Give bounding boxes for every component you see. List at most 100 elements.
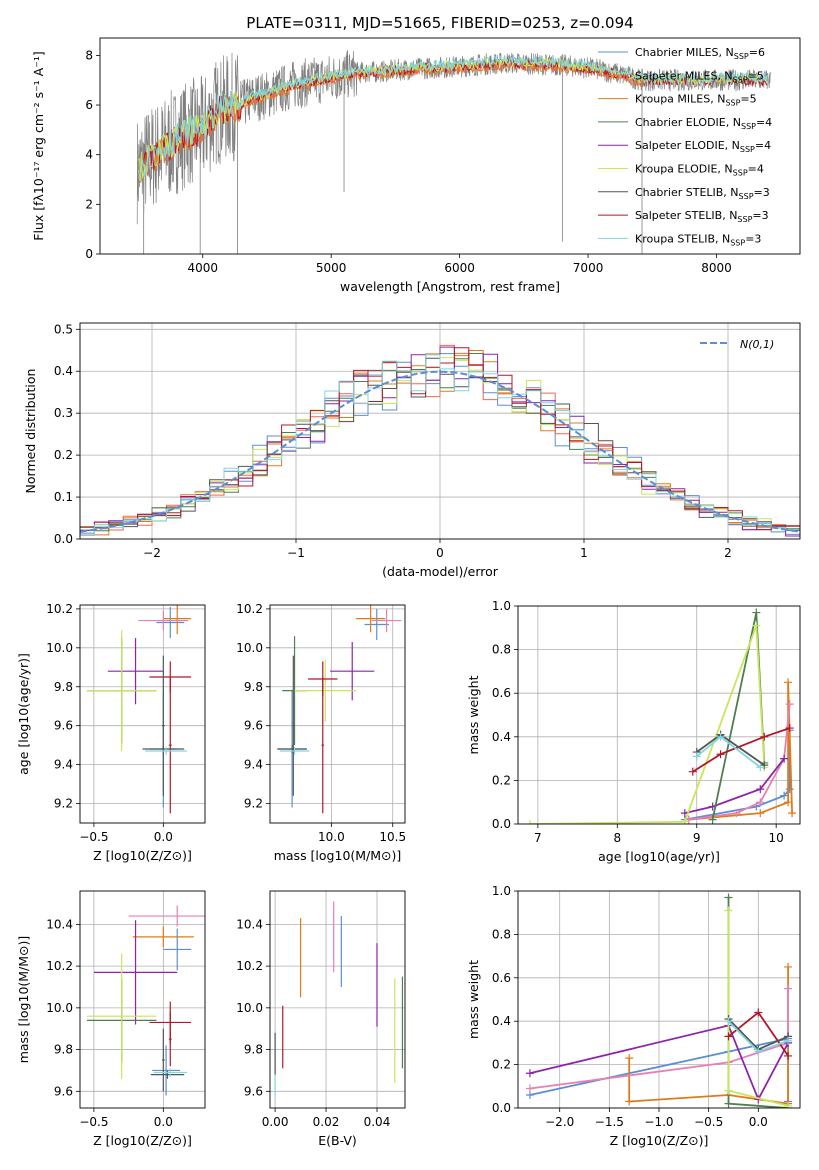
weight_vs_age-point-marker <box>785 724 794 733</box>
mass_vs_Z-ytick-label: 9.6 <box>54 1084 73 1098</box>
weight_vs_age-series-line <box>688 704 791 821</box>
weight_vs_age-point-marker <box>785 785 794 794</box>
legend-text: Salpeter ELODIE, N <box>635 139 740 152</box>
weight_vs_Z-series-line <box>529 1024 789 1102</box>
weight_vs_age-xtick-label: 8 <box>613 831 621 845</box>
weight_vs_age-point-marker <box>785 700 794 709</box>
age_vs_mass-xlabel: mass [log10(M/M⊙)] <box>274 848 402 863</box>
spectrum-ytick-label: 2 <box>85 197 93 211</box>
weight_vs_age-plot-area <box>518 606 800 824</box>
residuals-ytick-label: 0.1 <box>54 490 73 504</box>
weight_vs_age-ytick-label: 0.6 <box>492 686 511 700</box>
weight_vs_Z-point-marker <box>784 984 793 993</box>
weight_vs_age-frame <box>517 605 801 825</box>
mass_vs_ebv-frame <box>269 890 406 1109</box>
spectrum-xtick-label: 5000 <box>316 261 347 275</box>
mass_vs_Z-ytick-label: 10.2 <box>46 959 73 973</box>
weight_vs_Z-point-marker <box>754 1008 763 1017</box>
mass_vs_ebv-xtick-label: 0.04 <box>364 1115 391 1129</box>
legend-sub: SSP <box>737 215 752 224</box>
weight_vs_age-point-marker <box>688 767 697 776</box>
mass_vs_ebv-ytick-label: 9.8 <box>244 1043 263 1057</box>
age_vs_mass-xtick-label: 10.5 <box>379 830 406 844</box>
weight_vs_Z-xtick-label: −0.5 <box>694 1115 723 1129</box>
legend-text: Chabrier MILES, N <box>635 46 734 59</box>
legend-sub: SSP <box>741 122 756 131</box>
weight_vs_age-point-marker <box>708 815 717 824</box>
spectrum-xtick-label: 4000 <box>187 261 218 275</box>
legend-entry: Kroupa MILES, NSSP=5 <box>635 93 757 108</box>
mass_vs_ebv-ytick-label: 10.2 <box>236 959 263 973</box>
spectrum-plot-area <box>136 49 771 254</box>
mass_vs_ebv-ytick-label: 10.0 <box>236 1001 263 1015</box>
figure-title: PLATE=0311, MJD=51665, FIBERID=0253, z=0… <box>246 14 633 32</box>
residuals-plot-area <box>80 323 800 539</box>
weight_vs_age-point-marker <box>788 809 797 818</box>
mass_vs_ebv-xtick-label: 0.02 <box>313 1115 340 1129</box>
weight_vs_Z-point-marker <box>724 1086 733 1095</box>
weight_vs_Z-frame <box>517 890 801 1109</box>
weight_vs_Z-ylabel: mass weight <box>466 960 481 1039</box>
weight_vs_age-point-marker <box>756 763 765 772</box>
age_vs_mass-xtick-label: 10.0 <box>318 830 345 844</box>
gaussian-legend-label: N(0,1) <box>740 338 774 351</box>
weight_vs_age-series-line <box>529 625 766 824</box>
weight_vs_age-point-marker <box>732 809 741 818</box>
legend-sub: SSP <box>733 169 748 178</box>
weight_vs_age-series-line <box>684 730 791 821</box>
spectrum-model-kroupa_stelib <box>138 54 768 181</box>
weight_vs_Z-point-marker <box>784 1036 793 1045</box>
weight_vs_age-point-marker <box>680 817 689 824</box>
spectrum-ytick-label: 8 <box>85 48 93 62</box>
age_vs_Z-axes: −0.5 0.0 9.2 9.4 9.6 9.8 10.0 10.2 Z [log10(Z/Z⊙… <box>16 602 206 863</box>
mass_vs_Z-axes: −0.5 0.0 9.6 9.8 10.0 10.2 10.4 Z [log10(Z/Z⊙)]… <box>16 890 206 1148</box>
weight_vs_Z-point-marker <box>724 1017 733 1026</box>
age_vs_mass-ytick-label: 10.0 <box>236 641 263 655</box>
weight_vs_Z-point-marker <box>724 1032 733 1041</box>
weight_vs_Z-point-marker <box>525 1069 534 1078</box>
age_vs_Z-xlabel: Z [log10(Z/Z⊙)] <box>93 848 192 863</box>
weight_vs_age-point-marker <box>780 754 789 763</box>
residuals-xtick-label: −2 <box>143 546 161 560</box>
weight_vs_Z-xlabel: Z [log10(Z/Z⊙)] <box>610 1133 709 1148</box>
legend-sub: SSP <box>725 99 740 108</box>
legend-tail: =4 <box>748 163 764 176</box>
mass_vs_ebv-ytick-label: 9.6 <box>244 1084 263 1098</box>
mass_vs_Z-plot-area <box>80 891 205 1108</box>
weight_vs_age-point-marker <box>716 750 725 759</box>
legend-sub: SSP <box>730 238 745 247</box>
legend-entry: Kroupa STELIB, NSSP=3 <box>635 232 761 247</box>
age_vs_mass-ytick-label: 9.2 <box>244 797 263 811</box>
legend-text: Salpeter STELIB, N <box>635 209 737 222</box>
weight_vs_Z-ytick-label: 0.4 <box>492 1014 511 1028</box>
age_vs_Z-plot-area <box>80 605 205 823</box>
age_vs_Z-xtick-label: −0.5 <box>79 830 108 844</box>
mass_vs_Z-ytick-label: 10.4 <box>46 917 73 931</box>
weight_vs_Z-ytick-label: 0.0 <box>492 1101 511 1115</box>
weight_vs_Z-ytick-label: 0.6 <box>492 971 511 985</box>
spectrum-ytick-label: 6 <box>85 98 93 112</box>
gaussian-curve <box>80 370 800 533</box>
weight_vs_Z-point-marker <box>525 1084 534 1093</box>
legend-sub: SSP <box>733 75 748 84</box>
legend-entry: Salpeter ELODIE, NSSP=4 <box>635 139 771 154</box>
spectrum-ytick-label: 0 <box>85 247 93 261</box>
weight_vs_Z-point-marker <box>754 1047 763 1056</box>
residuals-xtick-label: 2 <box>724 546 732 560</box>
spectrum-xlabel: wavelength [Angstrom, rest frame] <box>340 279 560 294</box>
weight_vs_age-ylabel: mass weight <box>466 675 481 754</box>
weight_vs_age-ytick-label: 0.4 <box>492 730 511 744</box>
weight_vs_age-point-marker <box>692 752 701 761</box>
spectrum-frame <box>99 37 801 255</box>
weight_vs_age-xlabel: age [log10(age/yr)] <box>598 849 720 864</box>
weight_vs_Z-xtick-label: 0.0 <box>749 1115 768 1129</box>
weight_vs_age-ytick-label: 0.8 <box>492 643 511 657</box>
weight_vs_Z-xtick-label: −1.5 <box>595 1115 624 1129</box>
weight_vs_age-xtick-label: 7 <box>534 831 542 845</box>
weight_vs_Z-ytick-label: 1.0 <box>492 884 511 898</box>
spectrum-xtick-label: 8000 <box>701 261 732 275</box>
legend-entry: Kroupa ELODIE, NSSP=4 <box>635 163 764 178</box>
weight_vs_age-xtick-label: 10 <box>769 831 784 845</box>
legend-tail: =4 <box>755 139 771 152</box>
weight_vs_age-ytick-label: 1.0 <box>492 599 511 613</box>
